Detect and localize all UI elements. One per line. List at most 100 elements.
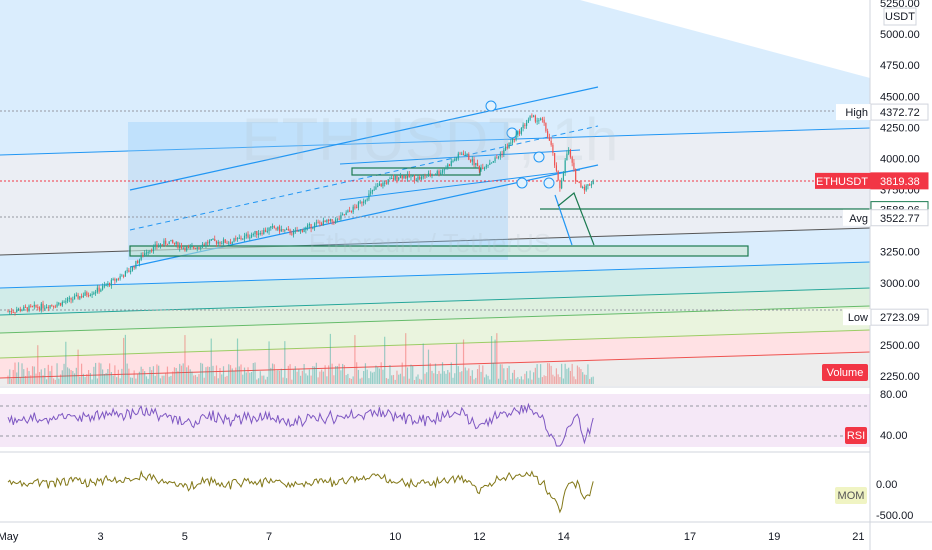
volume-bar — [329, 333, 331, 384]
projection-arrow-blue[interactable] — [554, 194, 573, 246]
volume-bar — [93, 366, 95, 384]
candle-body — [61, 301, 63, 306]
volume-bar — [165, 372, 167, 384]
range-box[interactable] — [128, 122, 508, 260]
rsi-last-value: 40.00 — [880, 430, 908, 442]
volume-bar — [158, 365, 160, 384]
candle-body — [116, 278, 118, 281]
volume-bar — [236, 338, 239, 384]
candle-body — [166, 244, 169, 246]
trend-line[interactable] — [339, 169, 581, 201]
hand-marker-icon[interactable] — [516, 177, 528, 189]
fan-line[interactable] — [0, 329, 871, 359]
volume-bar — [317, 377, 319, 384]
volume-bar — [30, 375, 32, 384]
candle-body — [585, 185, 587, 191]
volume-bar — [177, 370, 179, 384]
candle-body — [119, 276, 121, 279]
candle-body — [89, 294, 91, 296]
volume-bar — [310, 375, 312, 384]
volume-bar — [545, 375, 547, 384]
volume-bar — [363, 371, 365, 384]
volume-bar — [527, 378, 529, 384]
candle-body — [538, 120, 540, 122]
volume-bar — [417, 374, 419, 384]
volume-bar — [455, 344, 458, 384]
candle-body — [377, 185, 379, 187]
volume-bar — [340, 370, 342, 384]
volume-bar — [261, 375, 263, 384]
candle-body — [257, 233, 260, 235]
candle-body — [275, 228, 277, 230]
candle-body — [424, 176, 426, 178]
fan-line[interactable] — [0, 127, 871, 156]
candle-body — [68, 297, 70, 299]
candle-body — [441, 170, 444, 173]
indicator-axes: 80.00 0.00 -500.00 — [876, 389, 913, 522]
volume-bar — [149, 366, 151, 384]
channel-mid-line[interactable] — [129, 125, 599, 231]
candle-body — [261, 233, 263, 235]
volume-bar — [23, 369, 25, 384]
candle-body — [82, 295, 84, 298]
candle-body — [102, 286, 104, 290]
hand-marker-icon[interactable] — [533, 151, 545, 163]
resistance-zone-box[interactable] — [351, 167, 481, 176]
candle-body — [333, 221, 335, 224]
candle-body — [494, 157, 496, 162]
candle-body — [98, 287, 100, 292]
price-label-4: Low 2723.09 — [843, 308, 929, 326]
volume-bar — [187, 365, 190, 384]
candle-body — [434, 174, 437, 176]
hand-marker-icon[interactable] — [506, 127, 518, 139]
price-label-name: Low — [848, 312, 868, 324]
candle-body — [214, 239, 216, 241]
candle-body — [471, 159, 473, 162]
volume-bar — [391, 375, 393, 384]
volume-bar — [186, 367, 188, 384]
candle-body — [533, 115, 535, 117]
candle-body — [329, 219, 331, 221]
hand-marker-icon[interactable] — [485, 100, 497, 112]
volume-bar — [47, 364, 49, 384]
volume-bar — [103, 373, 105, 384]
candle-body — [245, 234, 247, 236]
candle-body — [466, 154, 468, 156]
candle-body — [447, 164, 449, 168]
volume-bar — [441, 362, 444, 384]
candle-body — [403, 175, 405, 179]
volume-bar — [398, 374, 400, 384]
volume-bar — [454, 373, 456, 384]
fan-line[interactable] — [0, 351, 871, 379]
volume-bar — [396, 370, 398, 384]
momentum-pane — [7, 470, 594, 514]
volume-bar — [24, 375, 27, 384]
volume-bar — [522, 379, 524, 384]
volume-bar — [37, 345, 39, 384]
candle-body — [387, 179, 389, 184]
candle-body — [256, 230, 258, 235]
candle-body — [552, 144, 554, 153]
fan-line[interactable] — [0, 261, 871, 289]
support-zone-box[interactable] — [129, 245, 749, 257]
candle-body — [123, 275, 125, 277]
volume-bar — [303, 364, 305, 384]
volume-bar — [271, 363, 274, 384]
candle-body — [273, 226, 275, 229]
projection-arrow-green[interactable] — [557, 192, 595, 246]
volume-bar — [144, 371, 146, 384]
time-axis[interactable]: May 3 5 7 10 12 14 17 19 21 — [0, 531, 865, 543]
volume-bar — [222, 366, 225, 384]
candle-body — [291, 233, 293, 235]
volume-bar — [420, 379, 423, 384]
volume-bar — [540, 364, 542, 384]
currency-unit-box[interactable] — [883, 7, 917, 26]
momentum-line — [7, 470, 594, 514]
volume-bar — [508, 365, 510, 384]
volume-bar — [224, 376, 226, 384]
hand-marker-icon[interactable] — [543, 177, 555, 189]
channel-upper-line[interactable] — [129, 86, 599, 191]
volume-bar — [301, 370, 303, 384]
candle-body — [420, 176, 423, 180]
